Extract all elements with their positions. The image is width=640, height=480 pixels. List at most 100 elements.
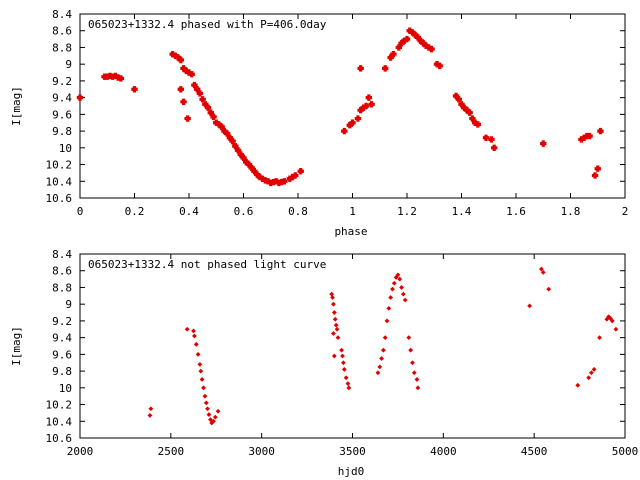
data-point (205, 406, 210, 412)
data-point (399, 285, 404, 290)
data-point (386, 305, 392, 311)
unphased-plot-frame (79, 253, 626, 439)
y-tick-label: 10.4 (46, 175, 73, 188)
data-point (180, 98, 187, 106)
data-point (229, 137, 236, 145)
data-point (588, 370, 594, 376)
data-point (331, 331, 336, 336)
data-point (586, 375, 592, 381)
x-tick-label: 0.6 (234, 205, 254, 218)
data-point (202, 393, 208, 399)
data-point (329, 291, 335, 297)
data-point (379, 356, 384, 361)
data-point (341, 360, 346, 366)
data-point (382, 65, 389, 72)
data-point (368, 101, 375, 108)
data-point (594, 165, 601, 172)
data-point (400, 291, 406, 297)
data-point (349, 119, 356, 126)
data-point (540, 140, 547, 147)
data-point (539, 266, 544, 272)
data-point (357, 65, 364, 72)
y-tick-label: 8.8 (52, 41, 72, 54)
data-point (297, 168, 304, 175)
x-tick-label: 1.2 (397, 205, 417, 218)
data-point (482, 134, 490, 141)
data-point (406, 335, 412, 341)
y-tick-label: 9.6 (52, 108, 72, 121)
data-point (365, 94, 373, 101)
phased-ticks: 0 0.2 0.4 0.6 0.8 1 1.2 1.4 1.6 1.8 2 8.4 8.6 8.8 9 9.2… (46, 8, 629, 218)
data-point (203, 400, 209, 406)
data-point (204, 104, 212, 111)
y-tick-label: 9.2 (52, 75, 72, 88)
data-point (390, 286, 395, 292)
data-point (540, 270, 546, 275)
x-tick-label: 4500 (521, 445, 548, 458)
data-point (333, 322, 339, 328)
data-point (184, 115, 191, 122)
data-point (292, 172, 299, 179)
x-tick-label: 5000 (612, 445, 639, 458)
phased-plot-title: 065023+1332.4 phased with P=406.0day (88, 18, 327, 31)
data-point (215, 408, 221, 414)
y-tick-label: 9.4 (52, 332, 72, 345)
data-point (184, 326, 190, 332)
data-point (436, 62, 443, 70)
data-point (403, 35, 411, 43)
x-tick-label: 1.8 (561, 205, 581, 218)
data-point (527, 303, 533, 309)
x-tick-label: 1.6 (506, 205, 526, 218)
x-tick-label: 1 (349, 205, 356, 218)
data-point (377, 364, 383, 370)
y-tick-label: 8.4 (52, 248, 72, 261)
y-tick-label: 9.4 (52, 92, 72, 105)
y-tick-label: 10 (59, 142, 72, 155)
y-tick-label: 8.4 (52, 8, 72, 21)
data-point (397, 276, 403, 282)
data-point (199, 377, 205, 382)
data-point (402, 297, 408, 303)
data-point (334, 326, 340, 332)
x-tick-label: 3000 (248, 445, 275, 458)
x-tick-label: 0.2 (125, 205, 145, 218)
data-point (345, 381, 351, 387)
data-point (609, 318, 615, 324)
data-point (343, 375, 349, 381)
y-tick-label: 10.4 (46, 415, 73, 428)
data-point (76, 94, 84, 101)
x-tick-label: 2 (622, 205, 629, 218)
data-point (330, 295, 335, 300)
x-tick-label: 3500 (339, 445, 366, 458)
data-point (117, 75, 125, 82)
unphased-x-axis-label: hjd0 (338, 465, 365, 478)
data-point (466, 109, 473, 116)
data-point (415, 385, 421, 391)
data-point (455, 96, 462, 103)
data-point (131, 86, 138, 93)
data-point (591, 172, 599, 179)
data-point (491, 144, 498, 152)
data-point (212, 414, 218, 420)
data-point (177, 56, 185, 64)
x-tick-label: 4000 (430, 445, 457, 458)
phased-plot-frame (79, 13, 626, 199)
x-tick-label: 1.4 (452, 205, 472, 218)
data-point (375, 370, 381, 376)
y-tick-label: 10.2 (46, 399, 73, 412)
data-point (196, 90, 204, 97)
unphased-ticks: 2000 2500 3000 3500 4000 4500 5000 8.4 8.6 8.8 9 9.… (46, 248, 639, 458)
y-tick-label: 9.8 (52, 125, 72, 138)
data-point (340, 353, 345, 359)
y-tick-label: 10.6 (46, 432, 73, 445)
y-tick-label: 9 (65, 298, 72, 311)
y-tick-label: 9.2 (52, 315, 72, 328)
data-point (199, 96, 206, 103)
x-tick-label: 2500 (158, 445, 185, 458)
y-tick-label: 10 (59, 382, 72, 395)
data-point (488, 136, 495, 143)
data-point (201, 385, 206, 391)
data-point (198, 368, 204, 374)
data-point (206, 412, 212, 417)
data-point (341, 367, 347, 372)
